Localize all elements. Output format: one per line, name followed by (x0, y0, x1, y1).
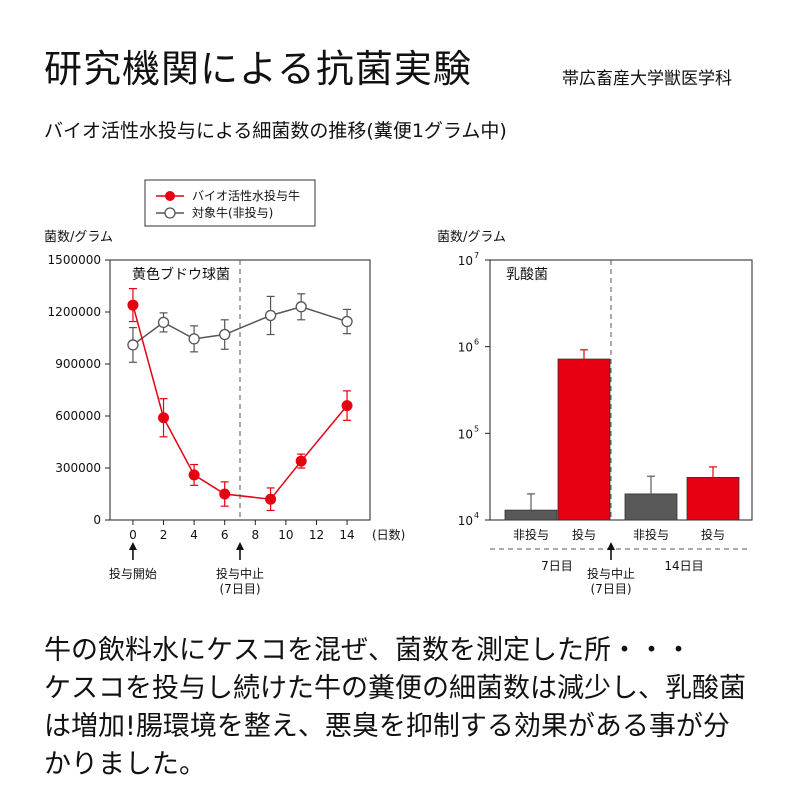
left-chart-title: 黄色ブドウ球菌 (132, 266, 230, 283)
bar-3 (624, 493, 678, 521)
right-y-tick-exponent: 4 (474, 511, 479, 520)
data-point-control (219, 328, 231, 341)
data-point-treated (341, 400, 353, 412)
legend-marker-control (164, 207, 176, 219)
bar-category-label: 投与 (701, 527, 725, 542)
legend-box (144, 179, 316, 227)
data-point-treated (158, 412, 170, 424)
right-annotation-stop-day: (7日目) (591, 582, 632, 596)
bar-4 (686, 477, 740, 521)
left-x-tick-label: 2 (160, 528, 168, 542)
left-y-tick-label: 1200000 (48, 305, 101, 319)
data-point-treated (188, 469, 200, 481)
left-y-tick-label: 1500000 (48, 253, 101, 267)
page-subtitle: バイオ活性水投与による細菌数の推移(糞便1グラム中) (44, 120, 507, 142)
right-annotation-stop-label: 投与中止 (587, 566, 635, 581)
annotation-start-label: 投与開始 (109, 566, 157, 581)
data-point-control (188, 333, 200, 345)
right-y-tick-label: 10 (458, 254, 473, 268)
right-y-axis-label: 菌数/グラム (437, 230, 506, 245)
right-y-tick-label: 10 (458, 514, 473, 528)
right-y-tick-label: 10 (458, 427, 473, 441)
data-point-control (295, 301, 307, 313)
group-label-day14: 14日目 (664, 559, 703, 573)
arrow-stop-left-head (236, 542, 244, 550)
legend-marker-treated (165, 191, 175, 201)
left-y-axis-label: 菌数/グラム (44, 230, 113, 245)
right-y-tick-exponent: 7 (474, 251, 479, 260)
arrow-stop-right-head (607, 542, 615, 550)
legend-label: バイオ活性水投与牛 (192, 188, 300, 203)
left-x-tick-label: 0 (129, 528, 137, 542)
group-label-day7: 7日目 (541, 559, 573, 573)
caption-line-4: かりました。 (44, 749, 206, 780)
institution-name: 帯広畜産大学獣医学科 (562, 69, 732, 89)
left-x-tick-label: 10 (278, 528, 293, 542)
left-y-tick-label: 600000 (55, 409, 101, 423)
left-y-tick-label: 0 (93, 513, 101, 527)
caption-line-1: 牛の飲料水にケスコを混ぜ、菌数を測定した所・・・ (44, 635, 692, 666)
bar-2 (557, 358, 611, 521)
caption: 牛の飲料水にケスコを混ぜ、菌数を測定した所・・・ ケスコを投与し続けた牛の糞便の… (44, 632, 774, 784)
left-y-tick-label: 900000 (55, 357, 101, 371)
left-x-tick-label: 12 (309, 528, 324, 542)
data-point-control (341, 315, 353, 328)
page-title: 研究機関による抗菌実験 (44, 47, 472, 91)
data-point-treated (219, 488, 231, 500)
left-x-tick-label: 4 (190, 528, 198, 542)
data-point-treated (295, 455, 307, 467)
annotation-stop-label: 投与中止 (216, 566, 264, 581)
left-x-tick-label: 6 (221, 528, 229, 542)
bar-1 (504, 509, 558, 521)
legend-label: 対象牛(非投与) (192, 205, 273, 220)
left-x-tick-label: 8 (251, 528, 259, 542)
data-point-control (127, 339, 139, 351)
right-y-tick-exponent: 6 (474, 338, 479, 347)
arrow-start-head (128, 542, 137, 550)
right-plot-frame (489, 259, 753, 521)
annotation-stop-day: (7日目) (220, 582, 261, 596)
right-chart-title: 乳酸菌 (506, 267, 548, 283)
data-point-control (157, 316, 170, 329)
data-point-treated (265, 493, 277, 505)
data-point-control (264, 309, 277, 322)
left-x-tick-label: 14 (339, 528, 354, 542)
bar-category-label: 非投与 (513, 527, 549, 542)
right-y-tick-exponent: 5 (474, 424, 479, 433)
data-point-treated (127, 299, 139, 311)
left-y-tick-label: 300000 (55, 461, 101, 475)
caption-line-2: ケスコを投与し続けた牛の糞便の細菌数は減少し、乳酸菌 (44, 673, 746, 704)
bar-category-label: 投与 (572, 527, 596, 542)
bar-category-label: 非投与 (633, 527, 669, 542)
right-y-tick-label: 10 (458, 341, 473, 355)
caption-line-3: は増加!腸環境を整え、悪臭を抑制する効果がある事が分 (44, 711, 730, 742)
left-x-axis-unit: (日数) (372, 527, 405, 542)
